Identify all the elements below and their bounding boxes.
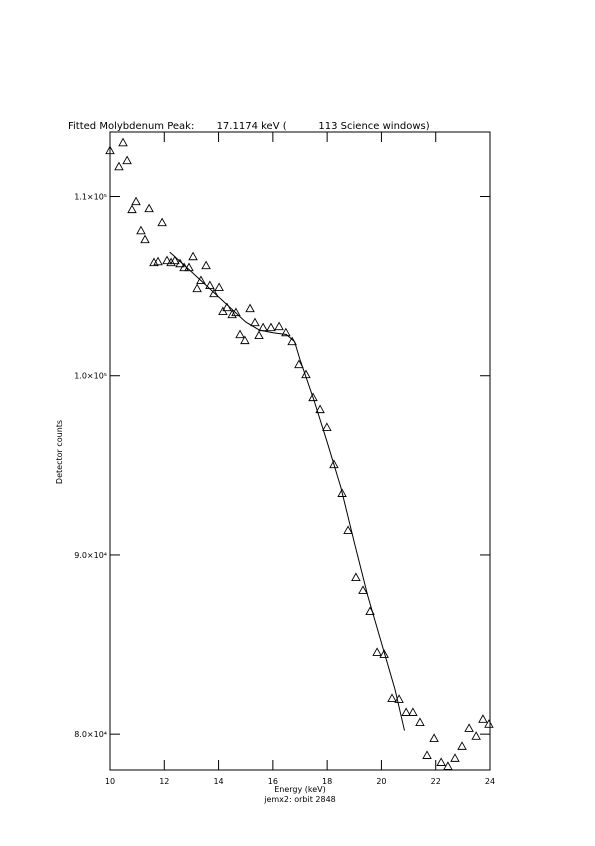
- data-point: [422, 750, 432, 759]
- data-point: [192, 283, 202, 293]
- x-axis-label: Energy (keV): [274, 785, 326, 794]
- x-tick-label: 16: [268, 777, 278, 786]
- data-point: [387, 693, 397, 702]
- data-point: [436, 757, 446, 766]
- x-tick-label: 14: [213, 777, 223, 786]
- data-point: [196, 275, 206, 285]
- data-point: [408, 707, 418, 716]
- data-point: [401, 707, 411, 716]
- data-point: [214, 282, 224, 292]
- data-point: [281, 327, 291, 337]
- plot-frame: [109, 131, 491, 771]
- data-point: [153, 256, 163, 266]
- data-point: [240, 335, 250, 345]
- data-point: [114, 161, 124, 171]
- subtitle: jemx2: orbit 2848: [263, 795, 336, 804]
- data-point: [351, 572, 361, 581]
- data-point: [379, 649, 389, 658]
- data-point: [166, 257, 176, 267]
- data-point: [484, 719, 494, 728]
- data-point: [162, 255, 172, 265]
- fit-line: [169, 251, 405, 731]
- x-tick-label: 22: [431, 777, 441, 786]
- y-tick-label: 8.0×10⁴: [74, 730, 107, 739]
- data-point: [209, 288, 219, 298]
- data-point: [315, 404, 325, 414]
- data-point: [118, 137, 128, 147]
- data-point: [136, 225, 146, 235]
- data-point: [415, 717, 425, 726]
- data-point: [235, 329, 245, 339]
- data-point: [201, 260, 211, 270]
- data-point: [140, 234, 150, 244]
- data-point: [337, 488, 347, 497]
- data-point: [343, 525, 353, 535]
- y-tick-label: 1.1×10⁵: [74, 193, 107, 202]
- x-tick-label: 10: [105, 777, 115, 786]
- data-point: [227, 309, 237, 319]
- data-point: [308, 392, 318, 402]
- data-point: [372, 647, 382, 656]
- data-point: [429, 733, 439, 742]
- data-point: [471, 731, 481, 740]
- data-point: [170, 255, 180, 265]
- x-tick-label: 12: [159, 777, 169, 786]
- data-point: [245, 303, 255, 313]
- x-tick-label: 20: [376, 777, 386, 786]
- data-point: [443, 761, 453, 770]
- x-tick-label: 18: [322, 777, 332, 786]
- y-axis-label: Detector counts: [55, 420, 64, 484]
- chart-title: Fitted Molybdenum Peak: 17.1174 keV ( 11…: [68, 121, 430, 132]
- data-point: [329, 459, 339, 469]
- y-tick-label: 1.0×10⁵: [74, 372, 107, 381]
- data-point: [478, 714, 488, 723]
- data-point: [294, 359, 304, 369]
- data-point: [358, 585, 368, 594]
- data-point: [122, 155, 132, 165]
- data-point: [274, 321, 284, 331]
- data-point: [250, 317, 260, 327]
- y-tick-label: 9.0×10⁴: [74, 551, 107, 560]
- data-point: [105, 145, 115, 155]
- data-point: [266, 322, 276, 332]
- data-point: [127, 204, 137, 214]
- data-point: [254, 330, 264, 340]
- data-point: [457, 741, 467, 750]
- data-point: [231, 307, 241, 317]
- data-point: [157, 217, 167, 227]
- data-point: [322, 422, 332, 431]
- data-point: [131, 196, 141, 206]
- data-point: [450, 753, 460, 762]
- data-point: [188, 251, 198, 261]
- data-point: [144, 203, 154, 213]
- data-point: [464, 723, 474, 732]
- x-tick-label: 24: [485, 777, 495, 786]
